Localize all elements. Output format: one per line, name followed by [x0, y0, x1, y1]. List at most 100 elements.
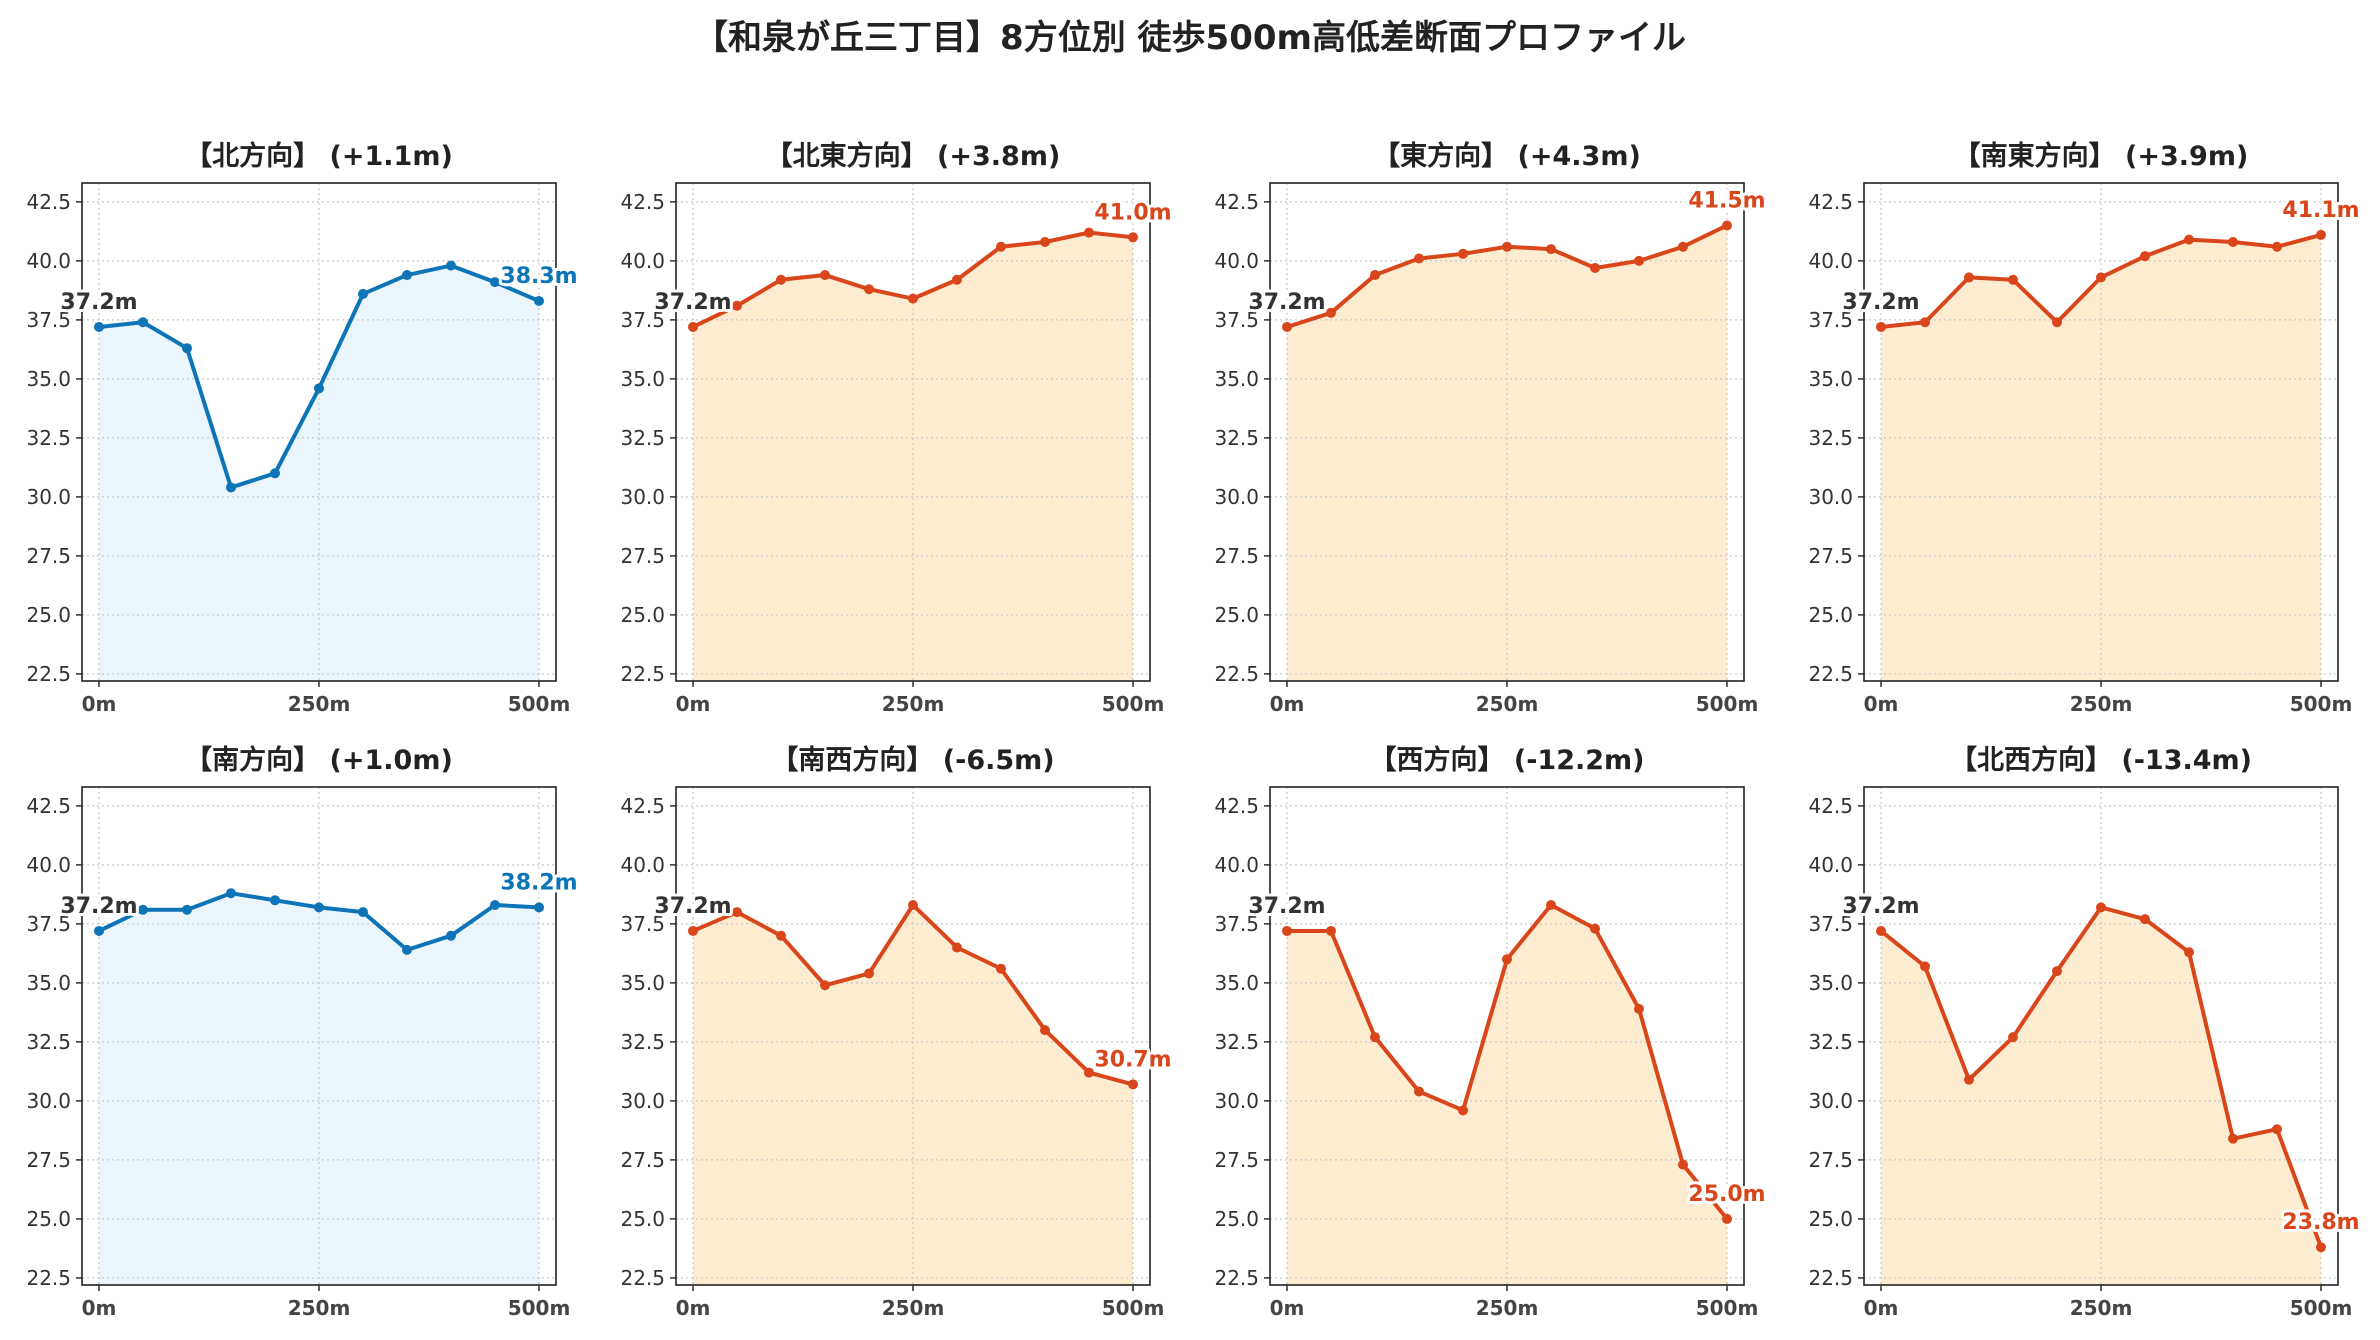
data-point — [996, 963, 1006, 974]
data-point — [1458, 1105, 1468, 1116]
x-tick-label: 250m — [2070, 1296, 2133, 1320]
data-point — [490, 900, 500, 911]
data-point — [1722, 220, 1732, 231]
data-point — [94, 925, 104, 936]
y-tick-label: 42.5 — [620, 190, 665, 214]
y-tick-label: 32.5 — [620, 1030, 665, 1054]
data-point — [1414, 1086, 1424, 1097]
data-point — [1282, 321, 1292, 332]
x-tick-label: 500m — [508, 692, 571, 716]
y-tick-label: 40.0 — [620, 853, 665, 877]
data-point — [2316, 1242, 2326, 1253]
y-tick-label: 42.5 — [620, 794, 665, 818]
data-point — [1458, 248, 1468, 259]
x-tick-label: 0m — [1270, 1296, 1305, 1320]
y-tick-label: 22.5 — [26, 662, 71, 686]
y-tick-label: 40.0 — [1214, 249, 1259, 273]
y-tick-label: 30.0 — [1214, 1089, 1259, 1113]
subplot-3: 22.5 25.0 27.5 30.0 32.5 35.0 37.5 40.0 42.5 0m 25… — [1808, 140, 2362, 716]
y-tick-label: 40.0 — [26, 853, 71, 877]
subplot-title: 【北西方向】 (-13.4m) — [1950, 744, 2252, 776]
data-point — [446, 260, 456, 271]
x-tick-label: 0m — [82, 1296, 117, 1320]
y-tick-label: 25.0 — [1214, 603, 1259, 627]
data-point — [1678, 241, 1688, 252]
data-point — [1502, 954, 1512, 965]
start-value-label: 37.2m — [60, 290, 137, 315]
x-tick-label: 250m — [2070, 692, 2133, 716]
x-tick-label: 250m — [882, 1296, 945, 1320]
data-point — [534, 296, 544, 307]
data-point — [2272, 241, 2282, 252]
data-point — [402, 270, 412, 281]
data-point — [776, 274, 786, 285]
data-point — [1964, 1074, 1974, 1085]
data-point — [1590, 923, 1600, 934]
y-tick-label: 27.5 — [620, 1148, 665, 1172]
data-point — [820, 980, 830, 991]
end-value-label: 23.8m — [2282, 1210, 2359, 1235]
figure-title: 【和泉が丘三丁目】8方位別 徒歩500m高低差断面プロファイル — [694, 18, 1686, 58]
data-point — [820, 270, 830, 281]
data-point — [732, 300, 742, 311]
area-fill — [1287, 905, 1727, 1285]
data-point — [270, 468, 280, 479]
y-tick-label: 42.5 — [1808, 190, 1853, 214]
end-value-label: 41.0m — [1094, 200, 1171, 225]
subplot-5: 22.5 25.0 27.5 30.0 32.5 35.0 37.5 40.0 42.5 0m 25… — [620, 744, 1174, 1320]
data-point — [446, 930, 456, 941]
subplot-2: 22.5 25.0 27.5 30.0 32.5 35.0 37.5 40.0 42.5 0m 25… — [1214, 140, 1768, 716]
subplot-title: 【南方向】 (+1.0m) — [185, 744, 453, 776]
y-tick-label: 32.5 — [620, 426, 665, 450]
data-point — [1634, 255, 1644, 266]
y-tick-label: 35.0 — [26, 971, 71, 995]
data-point — [2184, 234, 2194, 245]
y-tick-label: 22.5 — [620, 662, 665, 686]
y-tick-label: 25.0 — [620, 1207, 665, 1231]
y-tick-label: 22.5 — [1214, 662, 1259, 686]
data-point — [1634, 1003, 1644, 1014]
start-value-label: 37.2m — [1248, 894, 1325, 919]
x-tick-label: 500m — [1696, 692, 1759, 716]
subplot-title: 【西方向】 (-12.2m) — [1369, 744, 1644, 776]
data-point — [908, 293, 918, 304]
area-fill — [99, 893, 539, 1285]
y-tick-label: 30.0 — [1808, 1089, 1853, 1113]
y-tick-label: 42.5 — [1214, 190, 1259, 214]
data-point — [1370, 270, 1380, 281]
area-fill — [693, 232, 1133, 682]
y-tick-label: 40.0 — [26, 249, 71, 273]
x-tick-label: 0m — [82, 692, 117, 716]
data-point — [1722, 1213, 1732, 1224]
data-point — [358, 288, 368, 299]
x-tick-label: 250m — [288, 692, 351, 716]
y-tick-label: 27.5 — [26, 544, 71, 568]
data-point — [688, 925, 698, 936]
data-point — [1040, 1025, 1050, 1036]
y-tick-label: 42.5 — [1214, 794, 1259, 818]
data-point — [1920, 317, 1930, 328]
x-tick-label: 0m — [1270, 692, 1305, 716]
start-value-label: 37.2m — [654, 290, 731, 315]
x-tick-label: 500m — [2290, 1296, 2353, 1320]
y-tick-label: 27.5 — [26, 1148, 71, 1172]
data-point — [1370, 1032, 1380, 1043]
y-tick-label: 25.0 — [1808, 1207, 1853, 1231]
data-point — [732, 907, 742, 918]
data-point — [1326, 925, 1336, 936]
y-tick-label: 22.5 — [1808, 1266, 1853, 1290]
data-point — [2228, 237, 2238, 248]
data-point — [1546, 244, 1556, 255]
x-tick-label: 500m — [1696, 1296, 1759, 1320]
y-tick-label: 42.5 — [1808, 794, 1853, 818]
end-value-label: 41.5m — [1688, 188, 1765, 213]
end-value-label: 41.1m — [2282, 198, 2359, 223]
y-tick-label: 22.5 — [26, 1266, 71, 1290]
start-value-label: 37.2m — [1248, 290, 1325, 315]
data-point — [1282, 925, 1292, 936]
x-tick-label: 250m — [288, 1296, 351, 1320]
y-tick-label: 40.0 — [1808, 853, 1853, 877]
data-point — [314, 383, 324, 394]
data-point — [776, 930, 786, 941]
x-tick-label: 0m — [1864, 692, 1899, 716]
